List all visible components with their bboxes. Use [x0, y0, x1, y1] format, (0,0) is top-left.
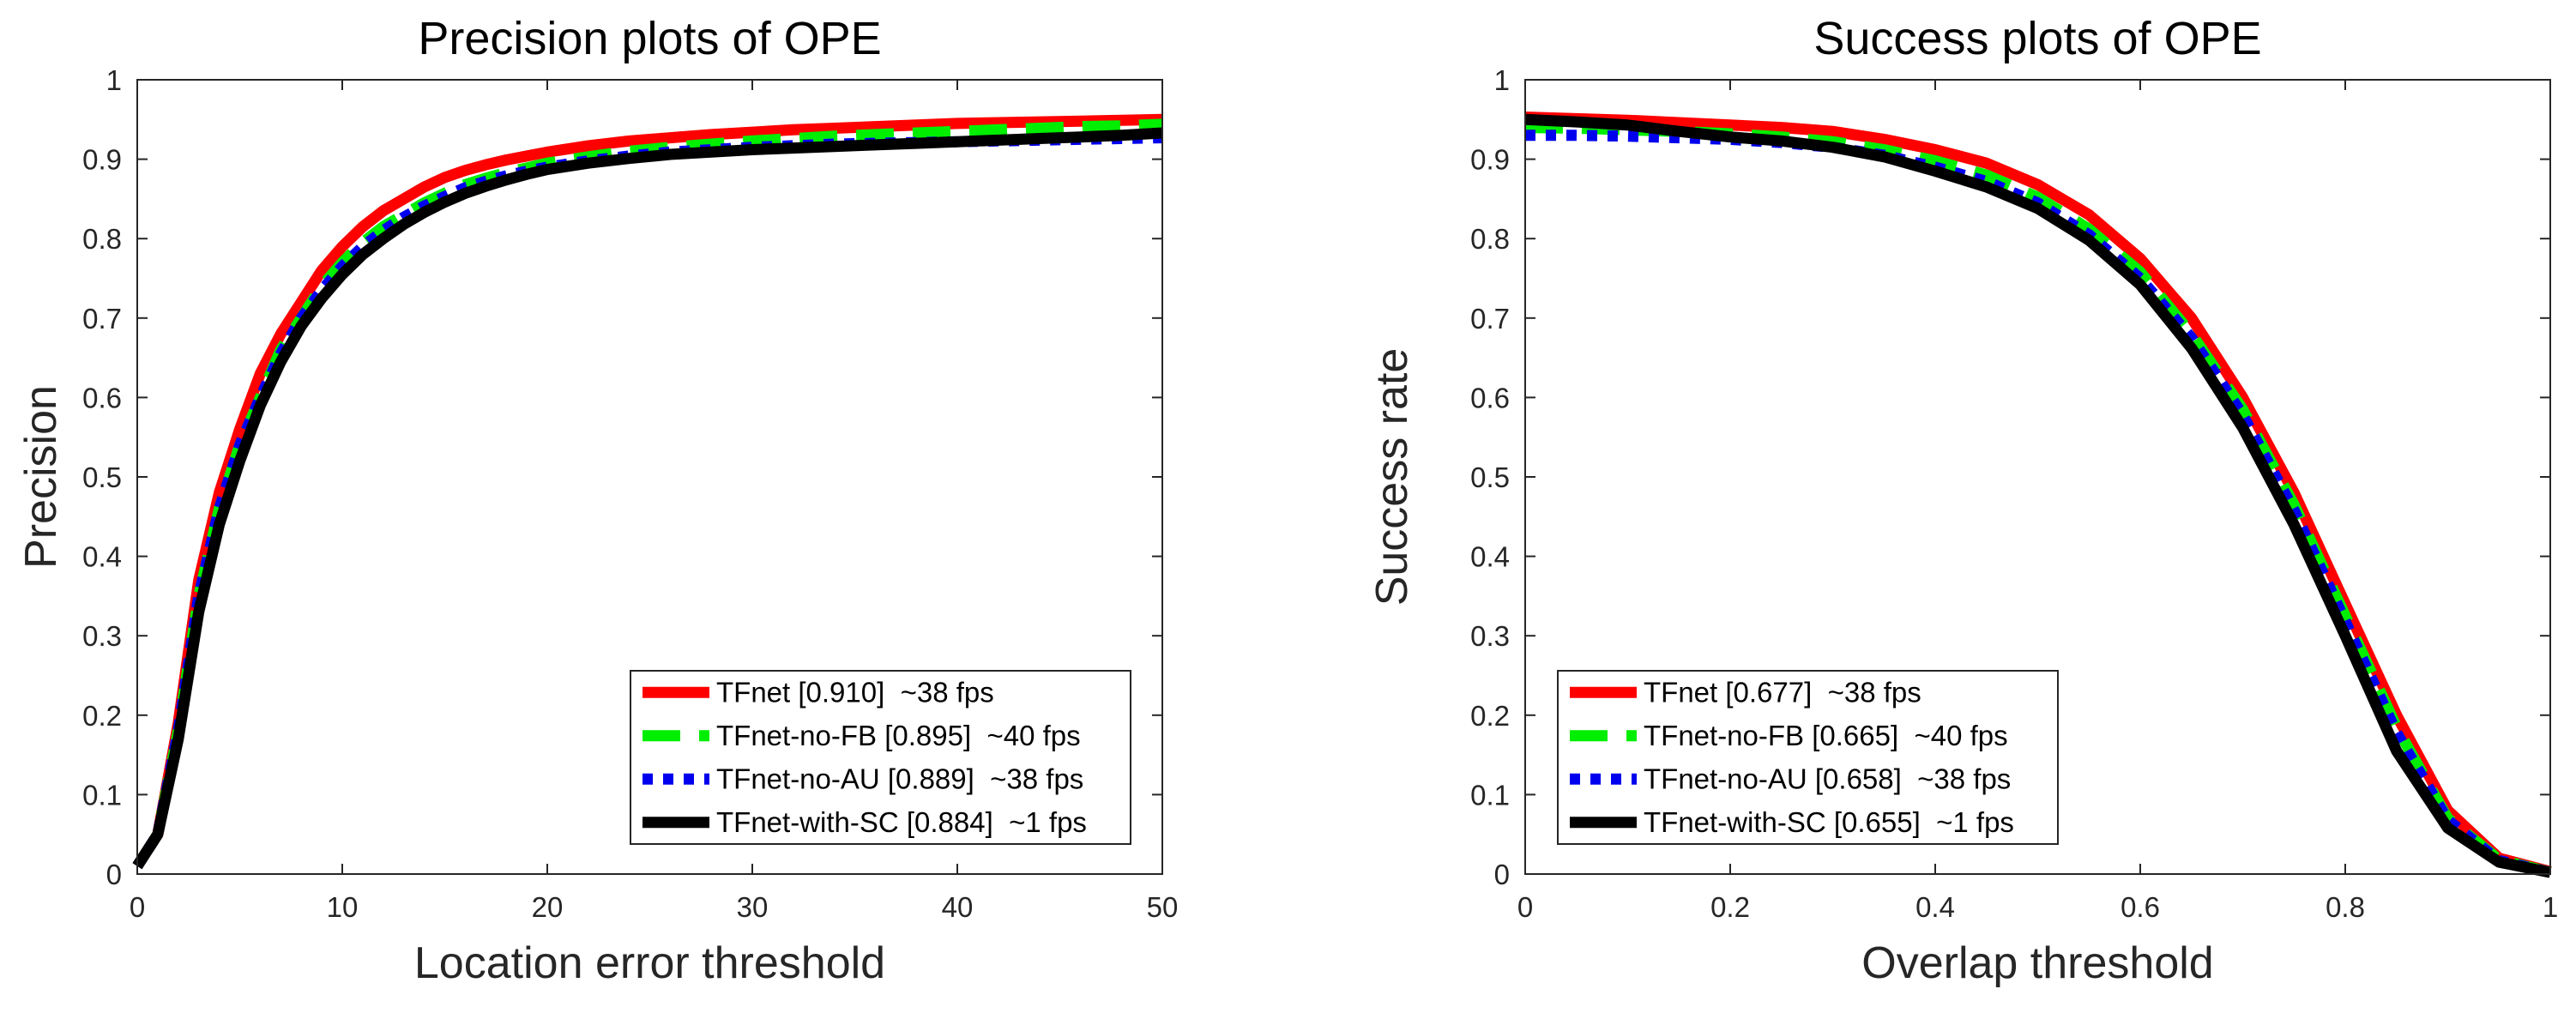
success-y-axis-label: Success rate	[1367, 348, 1417, 606]
precision-x-tick-label: 50	[1147, 891, 1179, 923]
precision-legend-entry-1: TFnet [0.910] ~38 fps	[716, 676, 994, 708]
success-y-tick-label: 0.9	[1470, 144, 1510, 176]
success-x-tick-label: 1	[2543, 891, 2558, 923]
precision-x-axis-label: Location error threshold	[414, 938, 885, 988]
success-y-tick-label: 0.8	[1470, 223, 1510, 255]
success-y-tick-label: 0.5	[1470, 461, 1510, 493]
precision-x-tick-label: 30	[737, 891, 769, 923]
precision-y-tick-label: 0	[106, 859, 122, 890]
precision-legend-entry-3: TFnet-no-AU [0.889] ~38 fps	[716, 763, 1083, 794]
precision-x-tick-label: 40	[942, 891, 974, 923]
precision-chart-title: Precision plots of OPE	[418, 13, 881, 64]
precision-legend: TFnet [0.910] ~38 fps TFnet-no-FB [0.895]…	[630, 670, 1131, 845]
success-legend-entry-1: TFnet [0.677] ~38 fps	[1644, 676, 1921, 708]
success-x-tick-label: 0.8	[2326, 891, 2365, 923]
success-chart-title: Success plots of OPE	[1813, 13, 2261, 64]
success-x-tick-label: 0	[1517, 891, 1533, 923]
success-panel: Success plots of OPE 0 0.2 0.4 0.6 0.8 1 0 0.1 0.…	[1367, 13, 2558, 988]
precision-legend-entry-2: TFnet-no-FB [0.895] ~40 fps	[716, 720, 1081, 751]
success-series-group	[1524, 112, 2552, 878]
success-legend-entry-3: TFnet-no-AU [0.658] ~38 fps	[1644, 763, 2011, 794]
precision-x-tick-label: 10	[327, 891, 359, 923]
success-y-tick-label: 1	[1494, 64, 1510, 96]
precision-x-tick-label: 0	[130, 891, 145, 923]
success-x-tick-label: 0.6	[2121, 891, 2160, 923]
precision-x-tick-label: 20	[532, 891, 564, 923]
precision-y-tick-label: 0.8	[82, 223, 122, 255]
precision-legend-box	[630, 670, 1131, 845]
success-x-tick-label: 0.4	[1915, 891, 1955, 923]
success-x-tick-label: 0.2	[1710, 891, 1750, 923]
success-y-tick-label: 0.6	[1470, 382, 1510, 413]
success-y-tick-label: 0.7	[1470, 303, 1510, 335]
precision-series-line-1	[132, 113, 1163, 870]
precision-series-line-4	[132, 127, 1163, 870]
success-y-tick-label: 0.1	[1470, 779, 1510, 811]
precision-legend-entry-4: TFnet-with-SC [0.884] ~1 fps	[716, 806, 1087, 838]
precision-y-tick-label: 0.4	[82, 541, 122, 573]
precision-y-tick-label: 0.6	[82, 382, 122, 413]
precision-series-group	[132, 113, 1163, 870]
success-series-line-1	[1524, 112, 2552, 877]
precision-y-tick-label: 0.9	[82, 144, 122, 176]
success-x-axis-label: Overlap threshold	[1861, 938, 2213, 988]
precision-y-tick-label: 0.1	[82, 779, 122, 811]
success-legend-box	[1557, 670, 2059, 845]
precision-y-tick-label: 0.5	[82, 461, 122, 493]
success-y-tick-label: 0	[1494, 859, 1510, 890]
success-legend: TFnet [0.677] ~38 fps TFnet-no-FB [0.665]…	[1557, 670, 2059, 845]
success-y-tick-label: 0.2	[1470, 700, 1510, 732]
success-y-tick-label: 0.4	[1470, 541, 1510, 573]
success-series-line-4	[1524, 113, 2552, 878]
precision-y-tick-label: 0.2	[82, 700, 122, 732]
precision-y-axis-label: Precision	[16, 385, 66, 569]
success-y-tick-label: 0.3	[1470, 620, 1510, 652]
success-legend-entry-4: TFnet-with-SC [0.655] ~1 fps	[1644, 806, 2014, 838]
precision-panel: Precision plots of OPE 0 10 20 30 40 50 0 0.1 0.2…	[16, 13, 1178, 988]
success-legend-entry-2: TFnet-no-FB [0.665] ~40 fps	[1644, 720, 2008, 751]
precision-y-tick-label: 0.7	[82, 303, 122, 335]
precision-y-tick-label: 1	[106, 64, 122, 96]
precision-y-tick-label: 0.3	[82, 620, 122, 652]
